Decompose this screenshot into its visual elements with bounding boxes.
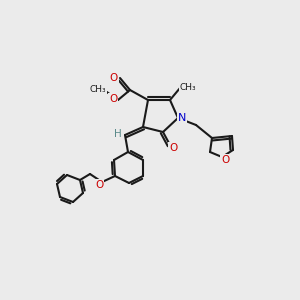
Text: O: O bbox=[95, 180, 103, 190]
Text: CH₃: CH₃ bbox=[180, 83, 196, 92]
Text: CH₃: CH₃ bbox=[90, 85, 106, 94]
Text: O: O bbox=[169, 143, 177, 153]
Text: H: H bbox=[114, 129, 122, 139]
Text: N: N bbox=[178, 113, 186, 123]
Text: O: O bbox=[221, 155, 229, 165]
Text: O: O bbox=[109, 94, 117, 104]
Text: O: O bbox=[110, 73, 118, 83]
